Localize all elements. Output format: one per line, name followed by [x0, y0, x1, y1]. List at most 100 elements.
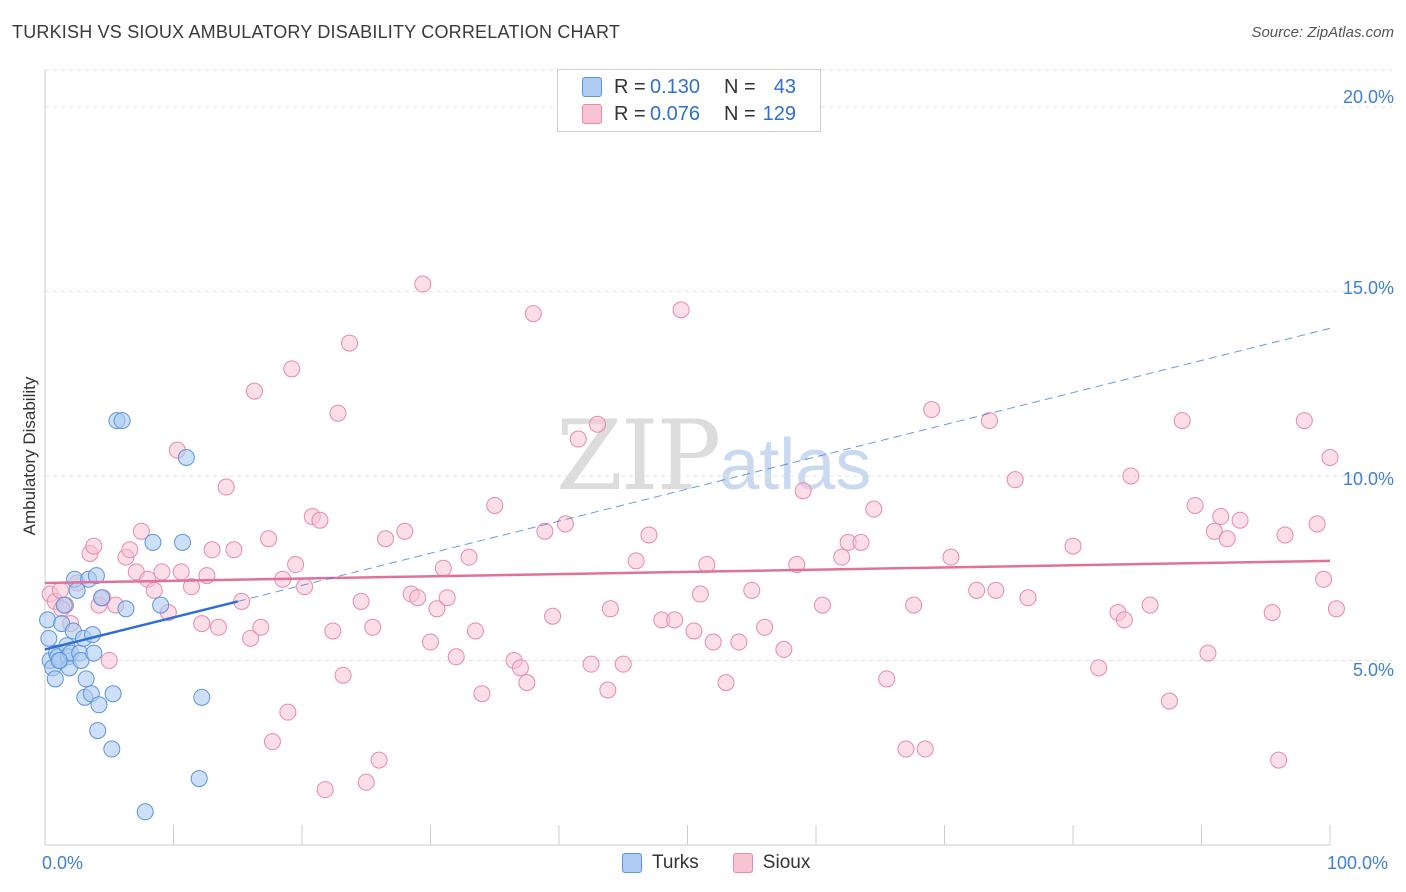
r-label: R =: [614, 75, 646, 98]
sioux-point: [536, 522, 554, 540]
turks-point: [117, 600, 135, 618]
sioux-point: [1173, 412, 1191, 430]
sioux-point: [599, 681, 617, 699]
sioux-point: [263, 733, 281, 751]
turks-point: [193, 688, 211, 706]
legend-row-sioux: R = 0.076 N = 129: [582, 101, 796, 127]
legend-row-turks: R = 0.130 N = 43: [582, 74, 796, 100]
turks-point: [173, 533, 191, 551]
sioux-point: [865, 500, 883, 518]
sioux-point: [316, 781, 334, 799]
sioux-point: [434, 559, 452, 577]
turks-point: [50, 651, 68, 669]
sioux-point: [511, 659, 529, 677]
sioux-point: [672, 301, 690, 319]
sioux-point: [968, 581, 986, 599]
sioux-point: [296, 578, 314, 596]
sioux-point: [370, 751, 388, 769]
sioux-point: [582, 655, 600, 673]
sioux-point: [1205, 522, 1223, 540]
sioux-point: [422, 633, 439, 651]
sioux-point: [852, 533, 870, 551]
correlation-legend: R = 0.130 N = 43 R = 0.076 N = 129: [557, 69, 821, 132]
sioux-point: [357, 773, 375, 791]
sioux-point: [132, 522, 150, 540]
n-label: N =: [724, 75, 756, 98]
sioux-point: [242, 629, 260, 647]
turks-swatch: [622, 853, 642, 873]
sioux-point: [193, 615, 211, 633]
sioux-point: [1199, 644, 1217, 662]
turks-point: [87, 567, 105, 585]
sioux-point: [414, 275, 432, 293]
sioux-point: [1263, 604, 1281, 621]
turks-point: [190, 770, 208, 788]
turks-point: [144, 533, 162, 551]
sioux-point: [209, 618, 227, 636]
sioux-point: [987, 581, 1005, 599]
sioux-point: [466, 622, 484, 640]
turks-point: [89, 722, 107, 740]
n-value: 129: [762, 102, 796, 125]
sioux-point: [556, 515, 574, 533]
turks-point: [152, 596, 170, 614]
turks-point: [93, 589, 111, 607]
n-label: N =: [724, 102, 756, 125]
sioux-point: [704, 633, 722, 651]
sioux-point: [324, 622, 342, 640]
sioux-point: [666, 611, 684, 629]
legend-item-turks[interactable]: Turks: [622, 852, 699, 874]
sioux-point: [1160, 692, 1178, 710]
sioux-point: [334, 666, 352, 684]
turks-point: [177, 449, 195, 466]
sioux-point: [730, 633, 748, 651]
sioux-point: [287, 556, 305, 574]
legend-item-sioux[interactable]: Sioux: [732, 852, 810, 874]
legend-label-turks: Turks: [652, 852, 699, 873]
sioux-point: [569, 430, 587, 448]
sioux-point: [813, 596, 831, 614]
r-label: R =: [614, 102, 646, 125]
sioux-point: [311, 511, 329, 529]
watermark-zip: ZIP: [556, 400, 721, 512]
sioux-point: [524, 305, 542, 323]
sioux-point: [279, 703, 297, 721]
sioux-point: [897, 740, 915, 758]
sioux-swatch: [732, 853, 753, 873]
sioux-point: [601, 600, 619, 618]
sioux-point: [1270, 751, 1288, 769]
turks-swatch: [582, 77, 602, 97]
sioux-point: [85, 537, 103, 555]
sioux-point: [364, 618, 382, 636]
sioux-point: [717, 674, 735, 692]
sioux-point: [942, 548, 960, 566]
turks-point: [103, 740, 121, 758]
r-value: 0.130: [650, 75, 701, 98]
turks-point: [39, 611, 57, 629]
sioux-point: [352, 592, 370, 610]
sioux-point: [396, 522, 414, 540]
sioux-point: [409, 589, 427, 607]
turks-point: [136, 803, 154, 821]
sioux-point: [486, 496, 504, 514]
r-value: 0.076: [650, 102, 701, 125]
chart-title: TURKISH VS SIOUX AMBULATORY DISABILITY C…: [12, 22, 621, 42]
sioux-point: [1122, 467, 1140, 485]
sioux-point: [775, 640, 793, 658]
y-tick-label: 15.0%: [1342, 278, 1394, 298]
sioux-point: [794, 482, 812, 500]
turks-trend-line: [44, 600, 239, 651]
sioux-swatch: [582, 104, 602, 124]
series-legend: Turks Sioux: [622, 852, 844, 874]
turks-point: [40, 629, 58, 647]
sioux-point: [980, 412, 998, 430]
turks-trend-extension: [237, 327, 1331, 602]
sioux-point: [473, 685, 491, 703]
sioux-point: [1276, 526, 1294, 544]
sioux-point: [1186, 496, 1204, 514]
sioux-point: [756, 618, 774, 636]
sioux-point: [698, 556, 716, 574]
sioux-point: [1218, 530, 1236, 548]
n-value: 43: [773, 75, 796, 98]
sioux-point: [283, 360, 301, 378]
